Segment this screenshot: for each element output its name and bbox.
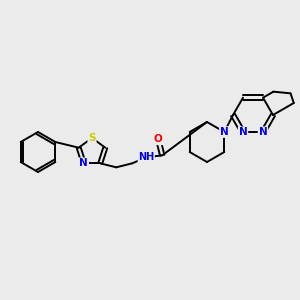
Text: NH: NH: [138, 152, 154, 162]
Text: O: O: [154, 134, 163, 144]
Text: N: N: [220, 127, 229, 137]
Text: N: N: [259, 127, 267, 137]
Text: N: N: [238, 127, 247, 137]
Text: S: S: [88, 133, 96, 143]
Text: N: N: [80, 158, 88, 168]
